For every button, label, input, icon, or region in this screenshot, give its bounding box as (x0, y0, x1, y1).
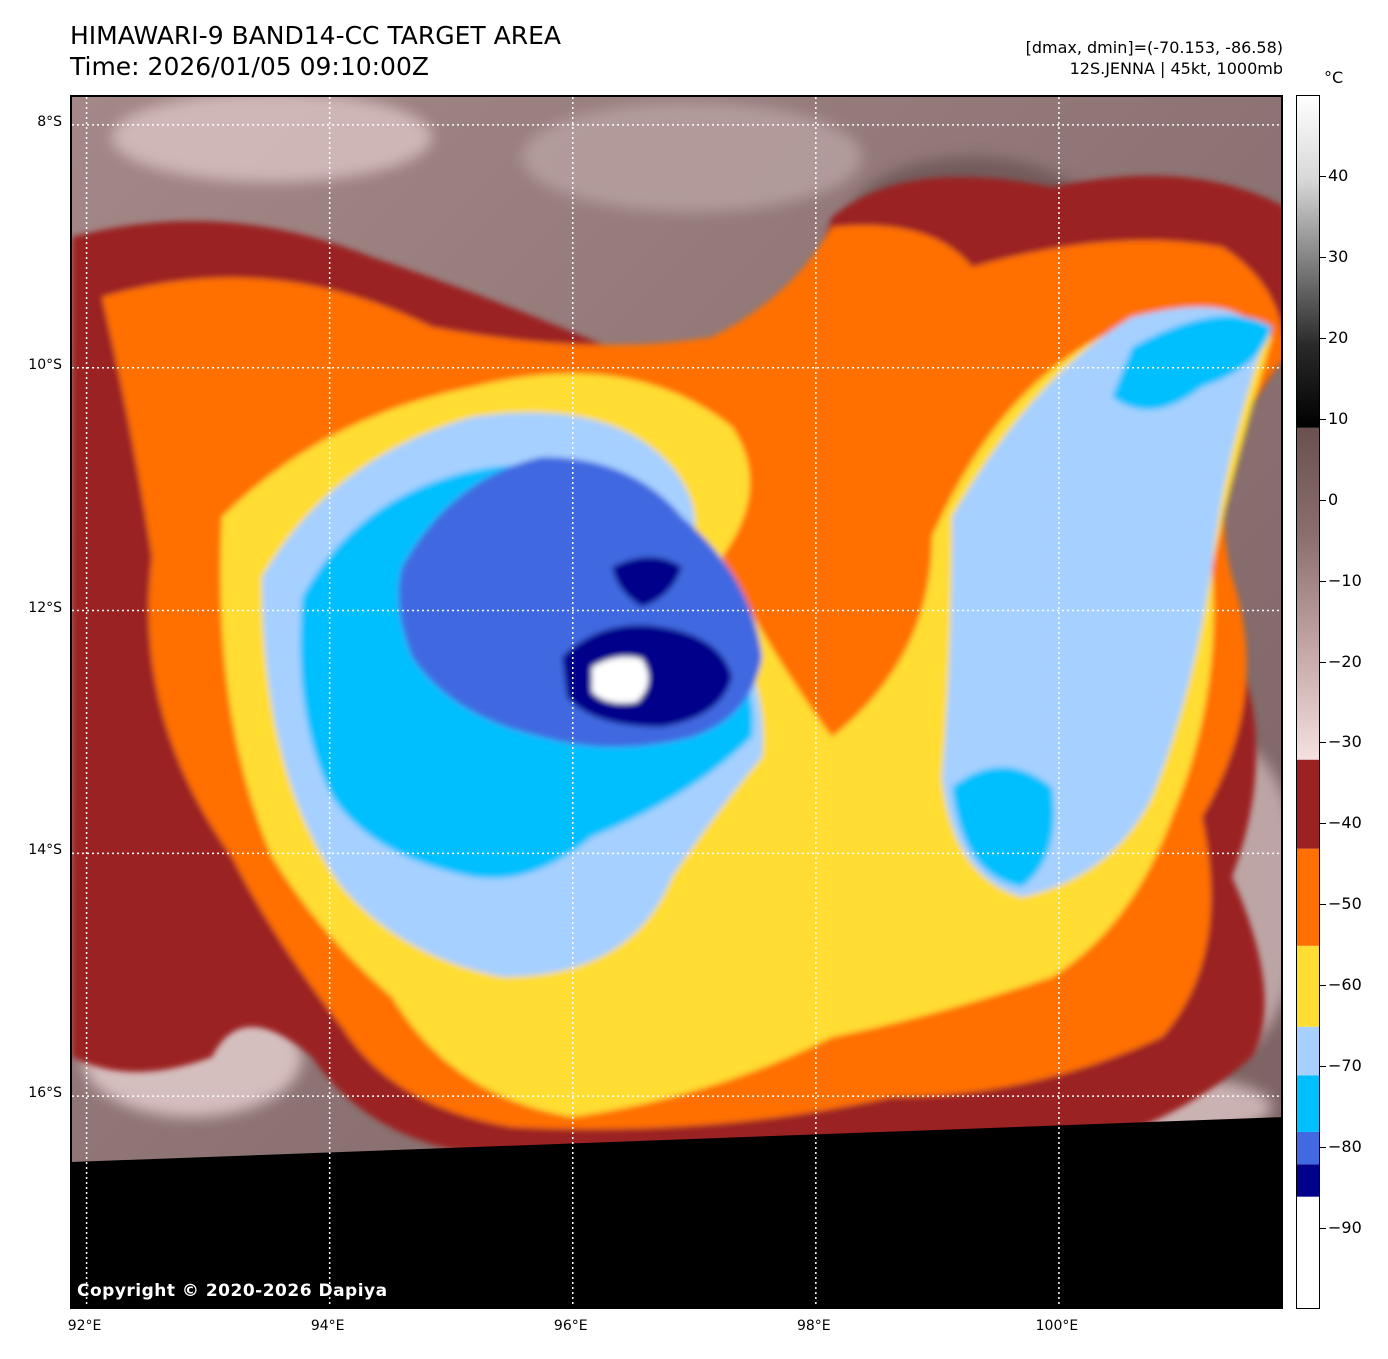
lat-label: 14°S (28, 842, 62, 859)
colorbar-label: 30 (1328, 246, 1349, 266)
colorbar-label: −90 (1328, 1218, 1362, 1238)
satellite-image (72, 97, 1281, 1307)
copyright-text: Copyright © 2020-2026 Dapiya (77, 1281, 388, 1301)
cold-cloud-layers (72, 175, 1281, 1167)
lon-label: 100°E (1035, 1318, 1079, 1334)
colorbar-segment (1297, 1131, 1319, 1165)
satellite-map: Copyright © 2020-2026 Dapiya (70, 95, 1283, 1309)
colorbar-tick (1320, 337, 1326, 339)
lat-label: 12°S (28, 599, 62, 616)
colorbar-segment (1297, 759, 1319, 849)
colorbar-tick (1320, 418, 1326, 420)
colorbar-label: −30 (1328, 732, 1362, 752)
storm-info: 12S.JENNA | 45kt, 1000mb (1069, 59, 1283, 78)
graticule (72, 97, 1281, 1307)
colorbar-segment (1297, 1164, 1319, 1197)
colorbar-label: 0 (1328, 489, 1339, 509)
colorbar-segment (1297, 1075, 1319, 1132)
colorbar-tick (1320, 985, 1326, 987)
colorbar-label: −10 (1328, 570, 1362, 590)
lat-label: 8°S (37, 113, 62, 130)
colorbar-tick (1320, 742, 1326, 744)
colorbar-tick (1320, 499, 1326, 501)
colorbar-tick (1320, 1228, 1326, 1230)
lat-label: 10°S (28, 356, 62, 373)
colorbar-tick (1320, 175, 1326, 177)
timestamp: Time: 2026/01/05 09:10:00Z (70, 52, 429, 81)
colorbar-unit: °C (1324, 68, 1344, 87)
colorbar-label: −50 (1328, 894, 1362, 914)
colorbar-label: −70 (1328, 1056, 1362, 1076)
chart-title: HIMAWARI-9 BAND14-CC TARGET AREA (70, 21, 562, 50)
colorbar-tick (1320, 1066, 1326, 1068)
colorbar-segment (1297, 945, 1319, 1027)
colorbar-label: −40 (1328, 813, 1362, 833)
colorbar-segment (1297, 1196, 1319, 1308)
lon-label: 98°E (796, 1318, 831, 1334)
colorbar-tick (1320, 823, 1326, 825)
colorbar-gradient (1297, 96, 1319, 1308)
colorbar-segment (1297, 1026, 1319, 1076)
colorbar-label: 20 (1328, 327, 1349, 347)
colorbar-label: −20 (1328, 651, 1362, 671)
colorbar-segment (1297, 427, 1319, 760)
colorbar-label: −80 (1328, 1137, 1362, 1157)
lon-label: 94°E (310, 1318, 345, 1334)
colorbar-label: 40 (1328, 165, 1349, 185)
lat-label: 16°S (28, 1085, 62, 1102)
colorbar-tick (1320, 1147, 1326, 1149)
colorbar-label: −60 (1328, 975, 1362, 995)
colorbar-segment (1297, 848, 1319, 946)
no-data-region (72, 1117, 1281, 1307)
colorbar-tick (1320, 256, 1326, 258)
colorbar-label: 10 (1328, 408, 1349, 428)
colorbar (1296, 95, 1320, 1309)
colorbar-tick (1320, 580, 1326, 582)
colorbar-tick (1320, 904, 1326, 906)
temperature-range: [dmax, dmin]=(-70.153, -86.58) (1025, 38, 1283, 57)
lon-label: 92°E (67, 1318, 102, 1334)
colorbar-segment (1297, 96, 1319, 428)
lon-label: 96°E (553, 1318, 588, 1334)
colorbar-tick (1320, 661, 1326, 663)
